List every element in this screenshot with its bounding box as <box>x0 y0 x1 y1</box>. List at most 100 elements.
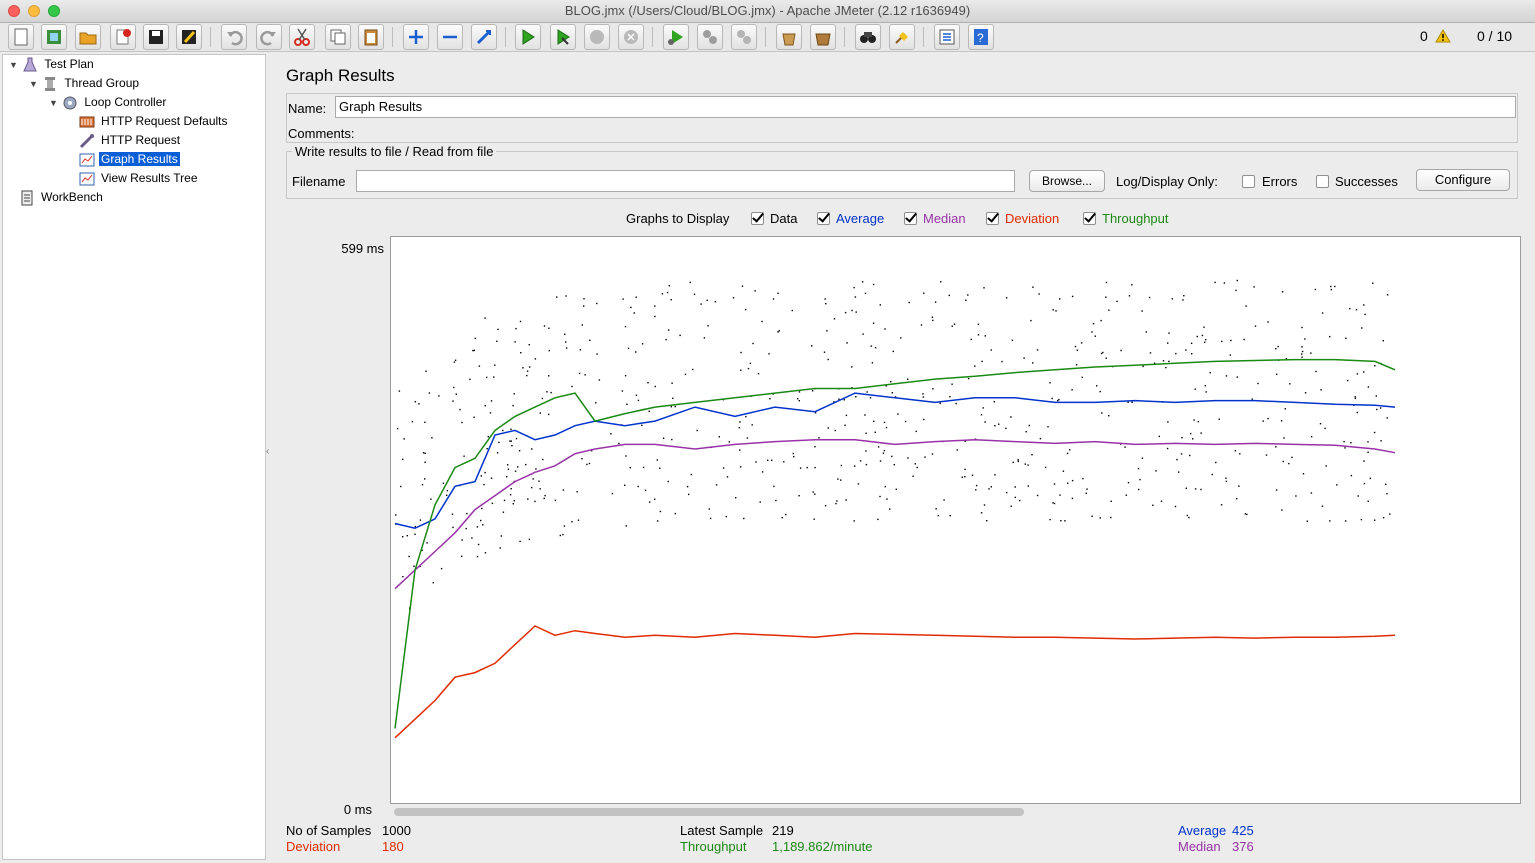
redo-button[interactable] <box>256 24 282 50</box>
remote-stop-all-button[interactable] <box>697 24 723 50</box>
data-point <box>864 414 866 416</box>
templates-button[interactable] <box>41 24 67 50</box>
data-point <box>798 495 800 497</box>
data-point <box>654 305 656 307</box>
copy-button[interactable] <box>325 24 351 50</box>
data-point <box>1110 516 1112 519</box>
window-close-button[interactable] <box>8 5 20 17</box>
tree-item-http-request[interactable]: HTTP Request <box>79 131 182 149</box>
data-point <box>461 555 463 557</box>
clear-button[interactable] <box>776 24 802 50</box>
data-point <box>424 452 426 454</box>
data-point <box>1188 516 1190 519</box>
data-point <box>1315 370 1317 373</box>
data-point <box>507 464 509 466</box>
cut-button[interactable] <box>289 24 315 50</box>
throughput-checkbox[interactable] <box>1083 212 1096 225</box>
data-point <box>799 467 802 469</box>
data-point <box>833 318 836 320</box>
clear-all-button[interactable] <box>810 24 836 50</box>
close-button[interactable] <box>110 24 136 50</box>
data-point <box>771 459 773 461</box>
tree-item-view-results-tree[interactable]: View Results Tree <box>79 169 200 187</box>
undo-button[interactable] <box>221 24 247 50</box>
start-button[interactable] <box>515 24 541 50</box>
split-pane-divider[interactable]: ‹ <box>266 54 274 858</box>
data-point <box>722 467 725 469</box>
tree-item-thread-group[interactable]: ▼ Thread Group <box>29 74 141 92</box>
divider-arrow-icon[interactable]: ‹ <box>266 446 270 457</box>
errors-checkbox[interactable] <box>1242 175 1255 188</box>
tree-item-label: View Results Tree <box>101 171 198 185</box>
name-input[interactable]: Graph Results <box>335 96 1516 118</box>
graphs-to-display-label: Graphs to Display <box>626 211 730 226</box>
browse-button[interactable]: Browse... <box>1029 170 1105 192</box>
expand-all-button[interactable] <box>403 24 429 50</box>
search-button[interactable] <box>855 24 881 50</box>
data-point <box>814 446 816 448</box>
data-point <box>1069 449 1071 451</box>
data-point <box>897 413 899 415</box>
data-point <box>1344 447 1346 449</box>
expand-triangle-icon[interactable]: ▼ <box>9 60 18 70</box>
average-checkbox[interactable] <box>817 212 830 225</box>
data-point <box>654 498 656 500</box>
data-point <box>935 508 937 510</box>
expand-triangle-icon[interactable]: ▼ <box>29 79 38 89</box>
data-point <box>1349 307 1351 310</box>
graph-horizontal-scrollbar[interactable] <box>394 808 1024 816</box>
data-point <box>659 510 662 513</box>
data-point <box>964 440 966 442</box>
stop-button[interactable] <box>584 24 610 50</box>
data-point <box>1086 488 1088 490</box>
data-point <box>633 312 635 314</box>
window-zoom-button[interactable] <box>48 5 60 17</box>
median-checkbox[interactable] <box>904 212 917 225</box>
filename-input[interactable] <box>356 170 1015 192</box>
data-point <box>477 543 480 546</box>
expand-triangle-icon[interactable]: ▼ <box>49 98 58 108</box>
tree-item-http-request-defaults[interactable]: HTTP Request Defaults <box>79 112 230 130</box>
data-point <box>889 508 891 510</box>
tree-item-test-plan[interactable]: ▼ Test Plan <box>9 55 96 73</box>
data-checkbox[interactable] <box>751 212 764 225</box>
reset-search-button[interactable] <box>889 24 915 50</box>
data-point <box>1099 517 1101 519</box>
data-point <box>591 450 593 452</box>
function-helper-button[interactable] <box>934 24 960 50</box>
collapse-all-button[interactable] <box>437 24 463 50</box>
save-as-button[interactable] <box>176 24 202 50</box>
open-button[interactable] <box>75 24 101 50</box>
data-point <box>785 513 787 516</box>
data-point <box>1027 485 1029 487</box>
data-point <box>1194 388 1196 390</box>
data-point <box>668 329 670 331</box>
data-point <box>1267 417 1269 420</box>
tree-item-workbench[interactable]: WorkBench <box>19 188 105 206</box>
paste-button[interactable] <box>358 24 384 50</box>
data-point <box>994 425 996 427</box>
save-button[interactable] <box>143 24 169 50</box>
data-point <box>1062 470 1065 472</box>
configure-button[interactable]: Configure <box>1416 169 1510 191</box>
window-minimize-button[interactable] <box>28 5 40 17</box>
data-point <box>1364 313 1366 316</box>
remote-start-all-button[interactable] <box>663 24 689 50</box>
deviation-checkbox[interactable] <box>986 212 999 225</box>
tree-item-graph-results[interactable]: Graph Results <box>79 150 180 168</box>
shutdown-button[interactable] <box>618 24 644 50</box>
data-point <box>851 309 853 312</box>
data-point <box>484 317 486 319</box>
successes-checkbox[interactable] <box>1316 175 1329 188</box>
help-button[interactable]: ? <box>968 24 994 50</box>
data-point <box>486 448 488 450</box>
tree-item-loop-controller[interactable]: ▼ Loop Controller <box>49 93 168 111</box>
data-point <box>1238 485 1240 487</box>
remote-shutdown-all-button[interactable] <box>731 24 757 50</box>
toggle-button[interactable] <box>471 24 497 50</box>
comments-input[interactable] <box>361 122 1516 144</box>
data-point <box>1051 397 1053 400</box>
start-no-pauses-button[interactable] <box>550 24 576 50</box>
new-button[interactable] <box>8 24 34 50</box>
data-point <box>548 413 550 416</box>
